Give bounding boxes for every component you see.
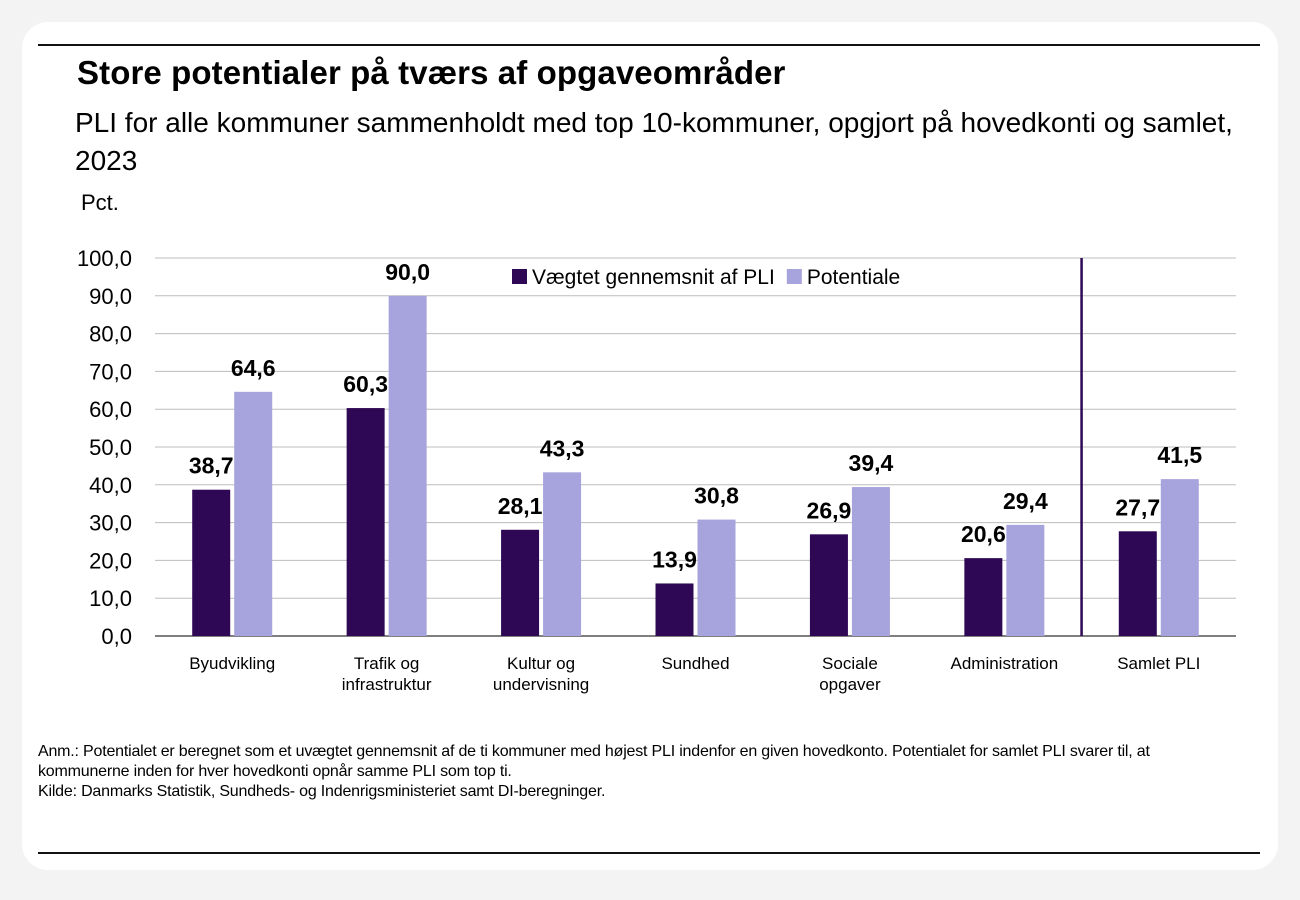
legend-swatch	[512, 269, 527, 284]
y-axis-unit-label: Pct.	[81, 190, 119, 215]
x-tick-label: Sociale opgaver	[819, 654, 881, 694]
bar	[697, 519, 736, 636]
legend-label: Potentiale	[807, 266, 900, 289]
bar	[388, 295, 427, 636]
y-tick-label: 40,0	[89, 473, 132, 498]
chart-title: Store potentialer på tværs af opgaveområ…	[77, 54, 786, 91]
y-tick-label: 50,0	[89, 435, 132, 460]
data-label: 60,3	[343, 371, 388, 397]
chart-subtitle: PLI for alle kommuner sammenholdt med to…	[75, 107, 1233, 176]
chart-card	[22, 22, 1278, 870]
bar	[1118, 531, 1157, 636]
x-tick-label: Administration	[950, 654, 1058, 673]
y-tick-label: 90,0	[89, 284, 132, 309]
data-label: 90,0	[385, 259, 430, 285]
y-tick-label: 0,0	[101, 624, 132, 649]
data-label: 28,1	[498, 493, 543, 519]
data-label: 26,9	[807, 497, 852, 523]
y-tick-label: 70,0	[89, 359, 132, 384]
data-label: 43,3	[540, 435, 585, 461]
top-rule	[38, 44, 1260, 46]
bar	[1006, 524, 1045, 636]
x-tick-label: Samlet PLI	[1117, 654, 1200, 673]
y-tick-label: 10,0	[89, 586, 132, 611]
data-label: 39,4	[849, 450, 894, 476]
x-tick-label: Byudvikling	[189, 654, 275, 673]
bar	[964, 558, 1003, 636]
bar	[1160, 479, 1199, 636]
bar	[655, 583, 694, 636]
note-annotation: Anm.: Potentialet er beregnet som et uvæ…	[38, 743, 1150, 780]
data-label: 27,7	[1115, 494, 1160, 520]
data-label: 38,7	[189, 453, 234, 479]
bar	[543, 472, 582, 636]
data-label: 64,6	[231, 355, 276, 381]
x-tick-label: Sundhed	[661, 654, 729, 673]
data-label: 30,8	[694, 483, 739, 509]
chart-notes: Anm.: Potentialet er beregnet som et uvæ…	[38, 742, 1228, 802]
legend-swatch	[786, 269, 802, 284]
y-tick-label: 100,0	[77, 246, 132, 271]
bar	[809, 534, 848, 636]
x-tick-label: Kultur og undervisning	[493, 654, 589, 694]
data-label: 20,6	[961, 521, 1006, 547]
y-tick-label: 60,0	[89, 397, 132, 422]
bar	[501, 529, 540, 636]
data-label: 41,5	[1157, 442, 1202, 468]
bar	[851, 487, 890, 636]
x-tick-label: Trafik og infrastruktur	[342, 654, 432, 694]
y-tick-label: 30,0	[89, 511, 132, 536]
data-label: 13,9	[652, 546, 697, 572]
note-source: Kilde: Danmarks Statistik, Sundheds- og …	[38, 783, 606, 800]
data-label: 29,4	[1003, 488, 1048, 514]
y-tick-label: 20,0	[89, 548, 132, 573]
legend-label: Vægtet gennemsnit af PLI	[532, 266, 775, 289]
bottom-rule	[38, 852, 1260, 854]
y-tick-label: 80,0	[89, 322, 132, 347]
bar	[192, 489, 231, 636]
bar	[346, 408, 385, 636]
bar	[234, 391, 273, 636]
